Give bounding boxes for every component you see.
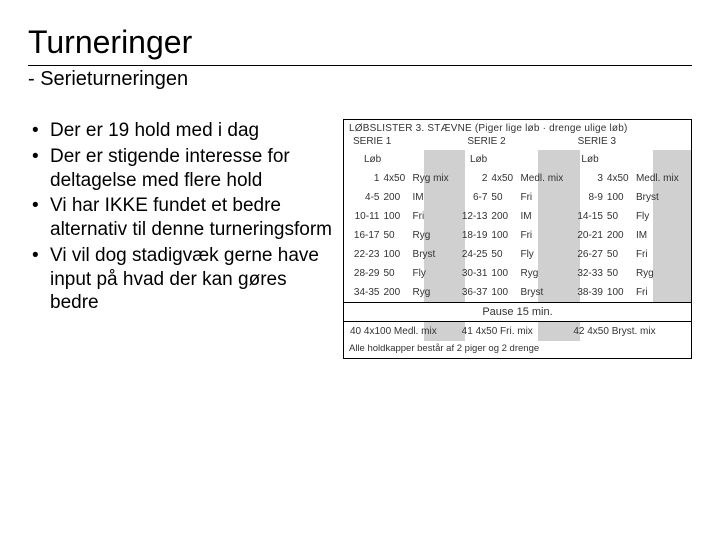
stroke-cell: Fri [411, 207, 456, 226]
dist-cell: 200 [381, 283, 410, 302]
content-row: Der er 19 hold med i dag Der er stigende… [28, 119, 692, 359]
list-item: Vi vil dog stadigvæk gerne have input på… [28, 244, 333, 315]
dist-cell: 4x50 [381, 169, 410, 188]
table-header-row: Løb Løb Løb [348, 150, 687, 169]
series-labels-row: SERIE 1 SERIE 2 SERIE 3 [344, 135, 691, 150]
dist-cell: 100 [489, 264, 518, 283]
table-row: 14x50Ryg mix24x50Medl. mix34x50Medl. mix [348, 169, 687, 188]
lob-cell: 6-7 [456, 188, 489, 207]
dist-cell: 100 [489, 283, 518, 302]
dist-cell: 100 [489, 226, 518, 245]
table-row: 16-1750Ryg18-19100Fri20-21200IM [348, 226, 687, 245]
col-header: Løb [456, 150, 571, 169]
dist-cell: 50 [489, 245, 518, 264]
dist-cell: 100 [605, 188, 634, 207]
lob-cell: 1 [348, 169, 381, 188]
page-title: Turneringer [28, 24, 692, 61]
lob-cell: 28-29 [348, 264, 381, 283]
table-row: 22-23100Bryst24-2550Fly26-2750Fri [348, 245, 687, 264]
relay-cell: 42 4x50 Bryst. mix [573, 326, 685, 337]
bullet-list: Der er 19 hold med i dag Der er stigende… [28, 119, 333, 317]
figure-footnote: Alle holdkapper består af 2 piger og 2 d… [344, 341, 691, 358]
series-label: SERIE 2 [461, 136, 575, 147]
lob-cell: 12-13 [456, 207, 489, 226]
stroke-cell: IM [634, 226, 687, 245]
dist-cell: 50 [489, 188, 518, 207]
stroke-cell: Ryg [411, 283, 456, 302]
stroke-cell: Ryg [518, 264, 571, 283]
relay-cell: 40 4x100 Medl. mix [350, 326, 462, 337]
lob-cell: 10-11 [348, 207, 381, 226]
table-row: 28-2950Fly30-31100Ryg32-3350Ryg [348, 264, 687, 283]
dist-cell: 50 [381, 226, 410, 245]
stroke-cell: Bryst [518, 283, 571, 302]
lob-cell: 18-19 [456, 226, 489, 245]
dist-cell: 100 [605, 283, 634, 302]
lob-cell: 24-25 [456, 245, 489, 264]
stroke-cell: Fly [411, 264, 456, 283]
series-label: SERIE 3 [576, 136, 686, 147]
figure-header: LØBSLISTER 3. STÆVNE (Piger lige løb · d… [344, 120, 691, 135]
lob-cell: 20-21 [571, 226, 604, 245]
schedule-table: Løb Løb Løb 14x50Ryg mix24x50Medl. mix34… [348, 150, 687, 302]
series-label: SERIE 1 [349, 136, 461, 147]
stroke-cell: Fly [634, 207, 687, 226]
page-subtitle: - Serieturneringen [28, 68, 692, 91]
stroke-cell: Fri [518, 226, 571, 245]
dist-cell: 50 [605, 245, 634, 264]
lob-cell: 34-35 [348, 283, 381, 302]
lob-cell: 38-39 [571, 283, 604, 302]
stroke-cell: IM [411, 188, 456, 207]
list-item: Vi har IKKE fundet et bedre alternativ t… [28, 194, 333, 242]
pause-row: Pause 15 min. [344, 302, 691, 322]
lob-cell: 8-9 [571, 188, 604, 207]
dist-cell: 4x50 [605, 169, 634, 188]
stroke-cell: Fly [518, 245, 571, 264]
event-schedule-figure: LØBSLISTER 3. STÆVNE (Piger lige løb · d… [343, 119, 692, 359]
lob-cell: 14-15 [571, 207, 604, 226]
stroke-cell: Fri [634, 283, 687, 302]
list-item: Der er 19 hold med i dag [28, 119, 333, 143]
stroke-cell: Ryg [411, 226, 456, 245]
lob-cell: 30-31 [456, 264, 489, 283]
dist-cell: 200 [489, 207, 518, 226]
lob-cell: 4-5 [348, 188, 381, 207]
schedule-grid-wrap: Løb Løb Løb 14x50Ryg mix24x50Medl. mix34… [344, 150, 691, 302]
dist-cell: 200 [605, 226, 634, 245]
dist-cell: 50 [605, 207, 634, 226]
lob-cell: 36-37 [456, 283, 489, 302]
relay-cell: 41 4x50 Fri. mix [462, 326, 574, 337]
stroke-cell: IM [518, 207, 571, 226]
lob-cell: 3 [571, 169, 604, 188]
table-row: 4-5200IM6-750Fri8-9100Bryst [348, 188, 687, 207]
list-item: Der er stigende interesse for deltagelse… [28, 145, 333, 193]
stroke-cell: Bryst [411, 245, 456, 264]
table-row: 10-11100Fri12-13200IM14-1550Fly [348, 207, 687, 226]
lob-cell: 16-17 [348, 226, 381, 245]
lob-cell: 2 [456, 169, 489, 188]
bottom-row-wrap: 40 4x100 Medl. mix 41 4x50 Fri. mix 42 4… [344, 322, 691, 341]
stroke-cell: Fri [634, 245, 687, 264]
lob-cell: 26-27 [571, 245, 604, 264]
dist-cell: 50 [381, 264, 410, 283]
stroke-cell: Fri [518, 188, 571, 207]
col-header: Løb [348, 150, 456, 169]
stroke-cell: Medl. mix [634, 169, 687, 188]
stroke-cell: Ryg mix [411, 169, 456, 188]
table-row: 34-35200Ryg36-37100Bryst38-39100Fri [348, 283, 687, 302]
relay-bottom-row: 40 4x100 Medl. mix 41 4x50 Fri. mix 42 4… [348, 322, 687, 341]
stroke-cell: Medl. mix [518, 169, 571, 188]
col-header: Løb [571, 150, 687, 169]
dist-cell: 100 [381, 207, 410, 226]
lob-cell: 22-23 [348, 245, 381, 264]
dist-cell: 4x50 [489, 169, 518, 188]
title-divider [28, 65, 692, 66]
lob-cell: 32-33 [571, 264, 604, 283]
dist-cell: 200 [381, 188, 410, 207]
dist-cell: 100 [381, 245, 410, 264]
stroke-cell: Ryg [634, 264, 687, 283]
dist-cell: 50 [605, 264, 634, 283]
stroke-cell: Bryst [634, 188, 687, 207]
